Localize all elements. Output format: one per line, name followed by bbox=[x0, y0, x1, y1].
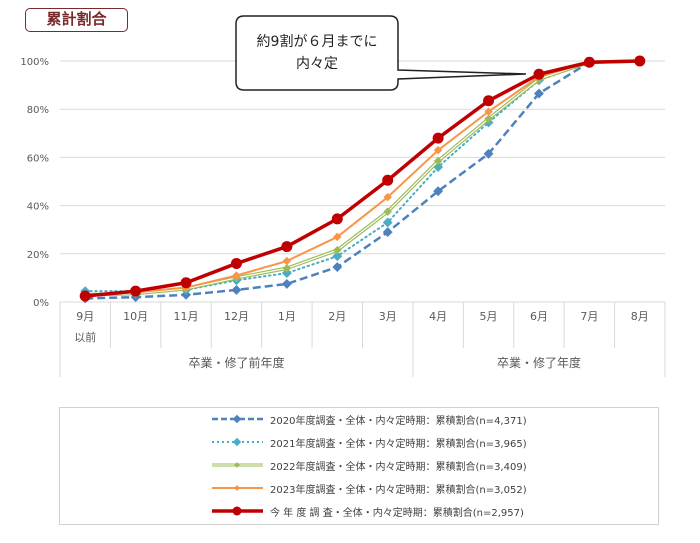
data-point-marker bbox=[180, 277, 192, 289]
legend-item-2020[interactable]: 2020年度調査・全体・内々定時期：累積割合(n=4,371) bbox=[210, 410, 527, 428]
data-point-marker bbox=[281, 268, 292, 279]
data-point-marker bbox=[79, 290, 91, 302]
series-line bbox=[79, 55, 646, 302]
data-point-marker bbox=[332, 262, 343, 273]
series-line bbox=[80, 56, 645, 304]
data-point-marker bbox=[533, 68, 545, 80]
legend-item-2021[interactable]: 2021年度調査・全体・内々定時期：累積割合(n=3,965) bbox=[210, 433, 527, 451]
x-category-label: 5月 bbox=[480, 310, 498, 323]
x-category-label: 4月 bbox=[429, 310, 447, 323]
x-category-label: 6月 bbox=[530, 310, 548, 323]
data-point-marker bbox=[333, 232, 342, 242]
data-point-marker bbox=[383, 192, 392, 202]
data-point-marker bbox=[583, 56, 595, 68]
x-category-label: 10月 bbox=[123, 310, 148, 323]
x-category-label: 7月 bbox=[580, 310, 598, 323]
legend: 2020年度調査・全体・内々定時期：累積割合(n=4,371) 2021年度調査… bbox=[59, 407, 659, 525]
legend-swatch-2023-icon bbox=[212, 485, 263, 491]
callout-text-line1: 約9割が６月までに bbox=[257, 33, 378, 50]
data-point-marker bbox=[333, 245, 342, 255]
legend-label: 2020年度調査・全体・内々定時期：累積割合(n=4,371) bbox=[270, 415, 527, 427]
legend-item-2023[interactable]: 2023年度調査・全体・内々定時期：累積割合(n=3,052) bbox=[210, 479, 527, 497]
legend-swatch-2020-icon bbox=[212, 414, 263, 424]
data-point-marker bbox=[232, 271, 241, 280]
x-category-label: 1月 bbox=[278, 310, 296, 323]
callout-text-line2: 内々定 bbox=[296, 56, 338, 72]
x-category-label: 8月 bbox=[631, 310, 649, 323]
series-line bbox=[80, 56, 645, 300]
x-group-label: 卒業・修了前年度 bbox=[188, 355, 284, 370]
x-category-label: 11月 bbox=[174, 310, 199, 323]
data-point-marker bbox=[382, 217, 393, 228]
data-series bbox=[79, 55, 646, 304]
series-line bbox=[80, 56, 645, 300]
x-category-label: 12月 bbox=[224, 310, 249, 323]
data-point-marker bbox=[382, 227, 393, 238]
data-point-marker bbox=[282, 264, 292, 273]
x-category-label: 9月 bbox=[76, 310, 94, 323]
data-point-marker bbox=[383, 207, 392, 216]
callout-annotation: 約9割が６月までに 内々定 bbox=[235, 15, 527, 91]
y-tick-label: 40% bbox=[27, 202, 49, 213]
legend-swatch-2022-icon bbox=[212, 462, 263, 468]
y-tick-label: 60% bbox=[27, 153, 49, 164]
data-point-marker bbox=[484, 107, 493, 116]
y-tick-label: 0% bbox=[33, 298, 49, 309]
gridlines bbox=[60, 60, 665, 303]
data-point-marker bbox=[331, 213, 343, 225]
legend-item-current[interactable]: 今 年 度 調 査・全体・内々定時期：累積割合(n=2,957) bbox=[210, 502, 524, 520]
legend-label: 2021年度調査・全体・内々定時期：累積割合(n=3,965) bbox=[270, 438, 527, 450]
y-tick-label: 100% bbox=[20, 57, 49, 68]
data-point-marker bbox=[483, 148, 494, 159]
data-point-marker bbox=[433, 145, 443, 155]
x-category-label: 2月 bbox=[328, 310, 346, 323]
y-axis-ticks: 0% 20% 40% 60% 80% 100% bbox=[20, 57, 49, 309]
data-point-marker bbox=[281, 241, 293, 253]
x-group-label: 卒業・修了年度 bbox=[497, 355, 581, 370]
data-point-marker bbox=[534, 88, 544, 99]
data-point-marker bbox=[230, 257, 242, 269]
legend-swatch-current-icon bbox=[212, 506, 263, 516]
data-point-marker bbox=[433, 156, 443, 166]
legend-swatch-2021-icon bbox=[212, 437, 263, 447]
y-tick-label: 80% bbox=[27, 105, 49, 116]
data-point-marker bbox=[332, 251, 343, 262]
callout-bubble bbox=[235, 15, 527, 91]
x-category-label: 以前 bbox=[74, 330, 96, 344]
legend-label: 2022年度調査・全体・内々定時期：累積割合(n=3,409) bbox=[270, 461, 527, 473]
data-point-marker bbox=[382, 174, 394, 186]
data-point-marker bbox=[281, 278, 292, 289]
data-point-marker bbox=[432, 132, 444, 144]
legend-item-2022[interactable]: 2022年度調査・全体・内々定時期：累積割合(n=3,409) bbox=[210, 456, 527, 474]
data-point-marker bbox=[231, 285, 242, 295]
chart-title-badge: 累計割合 bbox=[25, 8, 128, 32]
data-point-marker bbox=[484, 114, 493, 124]
data-point-marker bbox=[483, 95, 495, 107]
series-line bbox=[80, 56, 645, 297]
data-point-marker bbox=[282, 256, 292, 266]
data-point-marker bbox=[634, 55, 646, 67]
data-point-marker bbox=[433, 186, 444, 197]
data-point-marker bbox=[130, 285, 142, 297]
y-tick-label: 20% bbox=[27, 250, 49, 261]
x-category-label: 3月 bbox=[379, 310, 397, 323]
legend-label: 今 年 度 調 査・全体・内々定時期：累積割合(n=2,957) bbox=[270, 507, 524, 519]
legend-label: 2023年度調査・全体・内々定時期：累積割合(n=3,052) bbox=[270, 484, 527, 496]
